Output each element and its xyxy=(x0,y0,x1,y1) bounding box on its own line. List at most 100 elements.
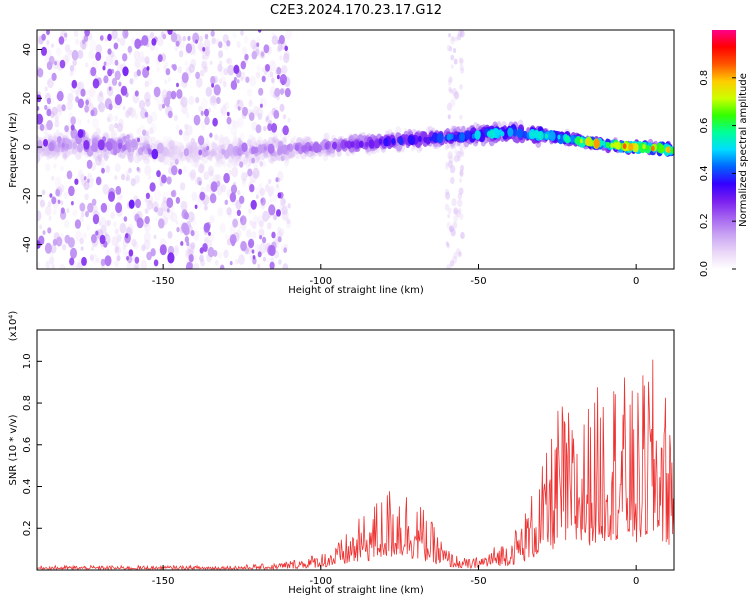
spectrogram-cell xyxy=(645,145,650,151)
spectrogram-cell xyxy=(107,33,112,42)
spectrogram-cell xyxy=(140,259,148,269)
spectrogram-cell xyxy=(105,54,113,66)
spectrogram-cell xyxy=(60,200,64,206)
spectrogram-cell xyxy=(188,95,195,105)
spectrogram-marks xyxy=(37,30,674,269)
spectrogram-cell xyxy=(79,202,86,212)
spectrogram-cell xyxy=(453,134,458,142)
spectrogram-cell xyxy=(449,260,455,267)
spectrogram-cell xyxy=(51,175,55,181)
spectrogram-cell xyxy=(103,153,109,162)
spectrogram-cell xyxy=(245,76,250,83)
spectrogram-cell xyxy=(209,60,213,65)
spectrogram-cell xyxy=(98,221,102,226)
spectrogram-cell xyxy=(37,261,41,268)
spectrogram-cell xyxy=(131,238,137,247)
spectrogram-cell xyxy=(211,95,217,104)
spectrogram-cell xyxy=(156,35,164,47)
colorbar-gradient xyxy=(712,30,736,269)
spectrogram-cell xyxy=(277,74,280,80)
spectrogram-cell xyxy=(100,202,108,213)
spectrogram-cell xyxy=(182,35,187,42)
spectrogram-cell xyxy=(287,117,291,123)
spectrogram-cell xyxy=(63,153,68,160)
spectrogram-cell xyxy=(227,124,231,130)
spectrogram-cell xyxy=(255,194,259,199)
spectrogram-cell xyxy=(119,222,127,234)
spectrogram-cell xyxy=(249,75,257,87)
spectrogram-cell xyxy=(121,173,126,181)
spectrogram-cell xyxy=(147,77,153,86)
spectrogram-cell xyxy=(72,141,78,150)
y-tick-label: 0.4 xyxy=(22,479,33,495)
spectrogram-cell xyxy=(280,155,285,162)
spectrogram-cell xyxy=(628,143,634,151)
spectrogram-cell xyxy=(170,212,178,223)
spectrogram-cell xyxy=(459,164,465,172)
spectrogram-cell xyxy=(175,40,180,47)
spectrogram-cell xyxy=(142,129,147,136)
spectrogram-cell xyxy=(221,148,226,155)
spectrogram-cell xyxy=(203,148,207,153)
x-tick-label: -150 xyxy=(152,576,175,587)
spectrogram-cell xyxy=(453,154,459,163)
spectrogram-cell xyxy=(453,58,458,65)
spectrogram-cell xyxy=(76,262,83,269)
spectrogram-cell xyxy=(271,231,276,239)
spectrogram-cell xyxy=(122,53,128,62)
spectrogram-cell xyxy=(273,214,278,221)
spectrogram-cell xyxy=(187,35,191,41)
spectrogram-cell xyxy=(228,170,232,176)
spectrogram-cell xyxy=(134,256,140,264)
spectrogram-cell xyxy=(232,120,239,129)
spectrogram-cell xyxy=(154,206,159,213)
spectrogram-cell xyxy=(122,144,127,152)
spectrogram-cell xyxy=(60,207,65,214)
spectrogram-cell xyxy=(204,46,211,57)
spectrogram-cell xyxy=(173,246,180,256)
spectrogram-cell xyxy=(218,78,222,84)
spectrogram-cell xyxy=(448,160,453,168)
spectrogram-cell xyxy=(368,139,375,149)
spectrogram-cell xyxy=(44,104,48,111)
spectrogram-cell xyxy=(248,112,255,121)
spectrogram-cell xyxy=(83,140,90,150)
spectrogram-cell xyxy=(569,135,575,143)
spectrogram-cell xyxy=(88,86,96,98)
spectrogram-cell xyxy=(282,125,289,136)
spectrogram-cell xyxy=(459,178,463,183)
spectrogram-cell xyxy=(172,64,177,71)
spectrogram-cell xyxy=(118,81,122,87)
spectrogram-cell xyxy=(252,167,260,179)
spectrogram-cell xyxy=(448,46,453,52)
chart-title: C2E3.2024.170.23.17.G12 xyxy=(270,3,442,18)
spectrogram-cell xyxy=(118,142,123,149)
spectrogram-cell xyxy=(102,65,106,71)
spectrogram-cell xyxy=(179,182,186,191)
spectrogram-cell xyxy=(248,208,252,214)
colorbar-tick-label: 0.0 xyxy=(699,261,710,277)
y-tick-label: -20 xyxy=(22,188,33,204)
spectrogram-cell xyxy=(216,96,221,105)
spectrogram-cell xyxy=(217,207,224,217)
spectrogram-cell xyxy=(269,60,277,72)
spectrogram-cell xyxy=(113,42,119,50)
spectrogram-cell xyxy=(123,216,128,222)
spectrogram-cell xyxy=(197,41,204,52)
spectrogram-cell xyxy=(149,31,155,39)
spectrogram-cell xyxy=(449,225,455,233)
spectrogram-cell xyxy=(281,79,285,86)
spectrogram-cell xyxy=(51,106,58,116)
spectrogram-cell xyxy=(83,176,87,181)
spectrogram-cell xyxy=(41,46,47,57)
spectrogram-cell xyxy=(54,61,57,66)
spectrogram-cell xyxy=(64,32,68,38)
spectrogram-cell xyxy=(446,133,452,141)
spectrogram-cell xyxy=(125,233,129,239)
spectrogram-cell xyxy=(81,42,87,50)
spectrogram-cell xyxy=(87,202,94,213)
spectrogram-cell xyxy=(166,176,172,185)
spectrogram-cell xyxy=(451,36,455,42)
spectrogram-cell xyxy=(232,218,239,228)
spectrogram-cell xyxy=(61,104,66,112)
